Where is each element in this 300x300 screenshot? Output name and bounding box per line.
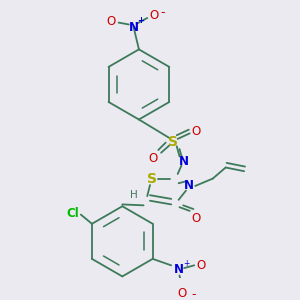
Text: +: + [183, 259, 189, 268]
Text: N: N [184, 179, 194, 193]
Text: N: N [179, 154, 189, 167]
Text: O: O [106, 15, 116, 28]
Text: N: N [128, 21, 138, 34]
Text: O: O [148, 152, 158, 165]
Text: H: H [130, 190, 138, 200]
Text: O: O [196, 259, 205, 272]
Text: O: O [191, 212, 201, 225]
Text: S: S [168, 135, 178, 149]
Text: O: O [178, 286, 187, 299]
Text: O: O [191, 125, 201, 138]
Text: -: - [161, 6, 165, 19]
Text: O: O [149, 9, 158, 22]
Text: +: + [137, 16, 144, 25]
Text: N: N [173, 263, 184, 276]
Text: Cl: Cl [66, 207, 79, 220]
Text: S: S [147, 172, 157, 186]
Text: -: - [191, 288, 196, 300]
